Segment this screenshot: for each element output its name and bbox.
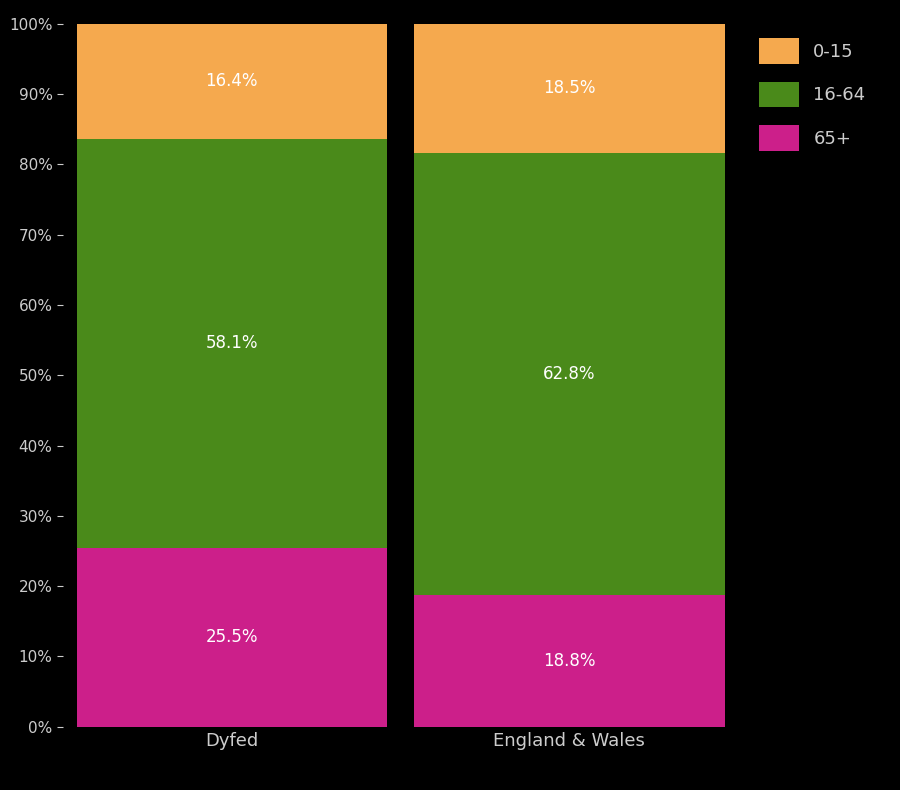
Bar — [76, 139, 387, 547]
Bar — [414, 23, 724, 153]
Bar — [76, 547, 387, 727]
Text: 18.5%: 18.5% — [543, 79, 596, 97]
Text: 18.8%: 18.8% — [543, 652, 596, 670]
Bar — [414, 595, 724, 727]
Text: 16.4%: 16.4% — [205, 73, 258, 90]
Bar — [76, 24, 387, 139]
Bar — [414, 153, 724, 595]
Text: 62.8%: 62.8% — [543, 365, 596, 383]
Text: 25.5%: 25.5% — [205, 628, 258, 646]
Text: 58.1%: 58.1% — [205, 334, 258, 352]
Legend: 0-15, 16-64, 65+: 0-15, 16-64, 65+ — [754, 32, 871, 156]
